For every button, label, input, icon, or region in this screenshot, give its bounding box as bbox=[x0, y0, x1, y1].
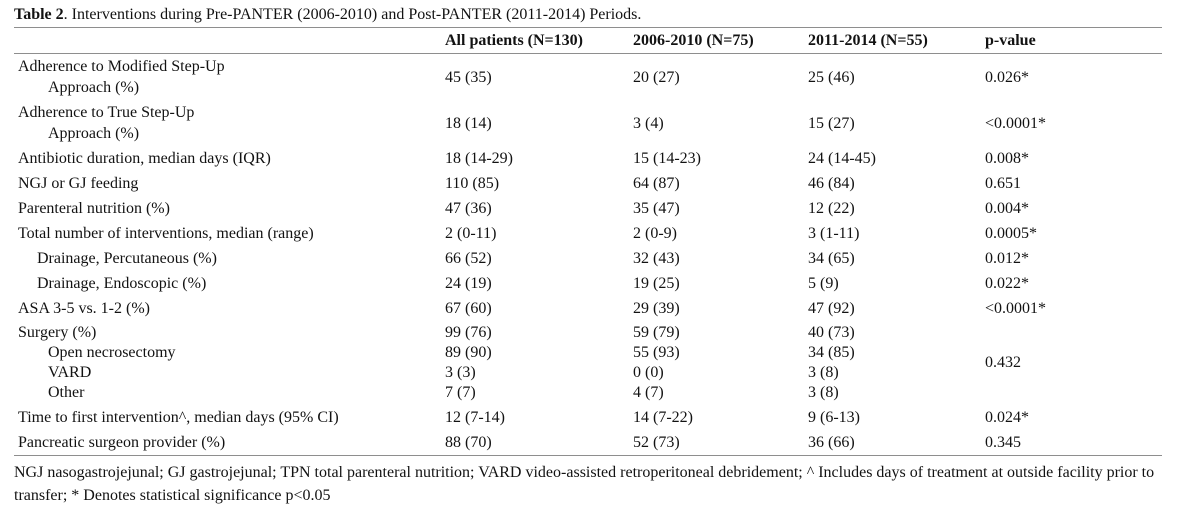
row-label: Parenteral nutrition (%) bbox=[18, 200, 170, 217]
row-label: Pancreatic surgeon provider (%) bbox=[14, 430, 445, 456]
cell-value: 2 (0-9) bbox=[633, 225, 677, 242]
cell-value: 29 (39) bbox=[633, 300, 680, 317]
cell-value: 36 (66) bbox=[808, 430, 985, 456]
cell-value: 9 (6-13) bbox=[808, 409, 860, 426]
cell-value: 18 (14-29) bbox=[445, 150, 513, 167]
cell-p-value: 0.012* bbox=[985, 250, 1029, 267]
cell-value: 32 (43) bbox=[633, 250, 680, 267]
row-label: ASA 3-5 vs. 1-2 (%) bbox=[18, 300, 150, 317]
cell-value: 34 (85) bbox=[808, 344, 855, 361]
table-title: Table 2. Interventions during Pre-PANTER… bbox=[14, 5, 1162, 28]
row-label: Adherence to True Step-Up bbox=[18, 104, 195, 121]
column-header-empty bbox=[14, 28, 445, 54]
cell-value: 110 (85) bbox=[445, 175, 500, 192]
cell-value: 64 (87) bbox=[633, 175, 680, 192]
cell-value: 18 (14) bbox=[445, 114, 492, 132]
cell-value: 88 (70) bbox=[445, 430, 633, 456]
table-row: Adherence to True Step-Up Approach (%) 1… bbox=[14, 100, 1162, 146]
cell-value: 3 (1-11) bbox=[808, 225, 860, 242]
table-row: Pancreatic surgeon provider (%) 88 (70) … bbox=[14, 430, 1162, 456]
cell-value: 3 (3) bbox=[445, 364, 476, 381]
cell-value: 67 (60) bbox=[445, 300, 492, 317]
cell-value: 24 (19) bbox=[445, 275, 492, 292]
cell-p-value: 0.432 bbox=[985, 354, 1021, 371]
column-header-all-patients: All patients (N=130) bbox=[445, 28, 633, 54]
cell-value: 4 (7) bbox=[633, 384, 664, 401]
cell-value: 3 (8) bbox=[808, 364, 839, 381]
cell-value: 12 (22) bbox=[808, 200, 855, 217]
column-header-p-value: p-value bbox=[985, 28, 1162, 54]
cell-value: 2 (0-11) bbox=[445, 225, 497, 242]
table-title-text: . Interventions during Pre-PANTER (2006-… bbox=[63, 6, 642, 23]
cell-p-value: 0.026* bbox=[985, 68, 1029, 86]
table-row: NGJ or GJ feeding 110 (85) 64 (87) 46 (8… bbox=[14, 171, 1162, 196]
row-label-continuation: Approach (%) bbox=[48, 79, 140, 96]
table-row: Parenteral nutrition (%) 47 (36) 35 (47)… bbox=[14, 196, 1162, 221]
table-row: Time to first intervention^, median days… bbox=[14, 405, 1162, 430]
interventions-table: All patients (N=130) 2006-2010 (N=75) 20… bbox=[14, 28, 1162, 456]
cell-value: 14 (7-22) bbox=[633, 409, 693, 426]
table-footnote: NGJ nasogastrojejunal; GJ gastrojejunal;… bbox=[14, 464, 1155, 504]
cell-value: 45 (35) bbox=[445, 68, 492, 86]
cell-value: 52 (73) bbox=[633, 430, 808, 456]
cell-value: 20 (27) bbox=[633, 68, 680, 86]
row-sublabel: VARD bbox=[48, 364, 92, 381]
row-label: Surgery (%) bbox=[18, 324, 97, 341]
table-row: Antibiotic duration, median days (IQR) 1… bbox=[14, 146, 1162, 171]
cell-value: 89 (90) bbox=[445, 344, 492, 361]
cell-value: 25 (46) bbox=[808, 68, 855, 86]
row-label: Drainage, Endoscopic (%) bbox=[37, 275, 207, 292]
cell-p-value: 0.008* bbox=[985, 150, 1029, 167]
cell-p-value: 0.004* bbox=[985, 200, 1029, 217]
table-number: Table 2 bbox=[14, 6, 64, 23]
cell-p-value: <0.0001* bbox=[985, 114, 1047, 132]
cell-p-value: 0.022* bbox=[985, 275, 1029, 292]
cell-value: 99 (76) bbox=[445, 324, 492, 341]
cell-p-value: 0.0005* bbox=[985, 225, 1037, 242]
cell-p-value: 0.345 bbox=[985, 430, 1162, 456]
column-header-2011-2014: 2011-2014 (N=55) bbox=[808, 28, 985, 54]
cell-value: 15 (27) bbox=[808, 114, 855, 132]
cell-value: 0 (0) bbox=[633, 364, 664, 381]
row-sublabel: Other bbox=[48, 384, 85, 401]
table-row: Drainage, Endoscopic (%) 24 (19) 19 (25)… bbox=[14, 271, 1162, 296]
column-header-2006-2010: 2006-2010 (N=75) bbox=[633, 28, 808, 54]
table-row-surgery-group: Surgery (%) Open necrosectomy VARD Other… bbox=[14, 321, 1162, 405]
cell-value: 5 (9) bbox=[808, 275, 839, 292]
table-row: Adherence to Modified Step-Up Approach (… bbox=[14, 54, 1162, 101]
row-label: Time to first intervention^, median days… bbox=[18, 409, 339, 426]
cell-value: 24 (14-45) bbox=[808, 150, 876, 167]
cell-value: 3 (4) bbox=[633, 114, 664, 132]
cell-value: 40 (73) bbox=[808, 324, 855, 341]
row-sublabel: Open necrosectomy bbox=[48, 344, 176, 361]
cell-value: 34 (65) bbox=[808, 250, 855, 267]
cell-value: 55 (93) bbox=[633, 344, 680, 361]
cell-p-value: <0.0001* bbox=[985, 300, 1047, 317]
header-row: All patients (N=130) 2006-2010 (N=75) 20… bbox=[14, 28, 1162, 54]
cell-value: 15 (14-23) bbox=[633, 150, 701, 167]
table-row: Total number of interventions, median (r… bbox=[14, 221, 1162, 246]
cell-value: 47 (92) bbox=[808, 300, 855, 317]
cell-value: 46 (84) bbox=[808, 175, 855, 192]
row-label: Drainage, Percutaneous (%) bbox=[37, 250, 217, 267]
row-label: Antibiotic duration, median days (IQR) bbox=[18, 150, 271, 167]
cell-value: 66 (52) bbox=[445, 250, 492, 267]
cell-value: 7 (7) bbox=[445, 384, 476, 401]
row-label: Total number of interventions, median (r… bbox=[18, 225, 314, 242]
cell-p-value: 0.024* bbox=[985, 409, 1029, 426]
row-label-continuation: Approach (%) bbox=[48, 125, 140, 142]
cell-value: 35 (47) bbox=[633, 200, 680, 217]
row-label: Adherence to Modified Step-Up bbox=[18, 58, 225, 75]
cell-p-value: 0.651 bbox=[985, 175, 1021, 192]
cell-value: 19 (25) bbox=[633, 275, 680, 292]
paper-table-page: Table 2. Interventions during Pre-PANTER… bbox=[14, 5, 1162, 507]
row-label: NGJ or GJ feeding bbox=[18, 175, 139, 192]
table-row: ASA 3-5 vs. 1-2 (%) 67 (60) 29 (39) 47 (… bbox=[14, 296, 1162, 321]
cell-value: 3 (8) bbox=[808, 384, 839, 401]
table-row: Drainage, Percutaneous (%) 66 (52) 32 (4… bbox=[14, 246, 1162, 271]
cell-value: 12 (7-14) bbox=[445, 409, 505, 426]
cell-value: 59 (79) bbox=[633, 324, 680, 341]
cell-value: 47 (36) bbox=[445, 200, 492, 217]
